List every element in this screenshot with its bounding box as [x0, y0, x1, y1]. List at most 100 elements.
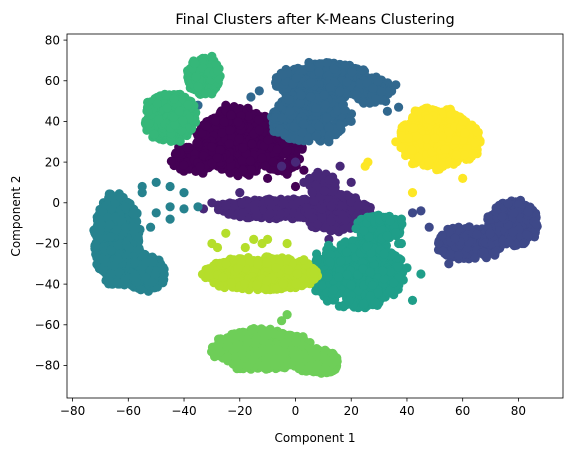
scatter-point	[382, 106, 392, 116]
scatter-point	[146, 222, 156, 232]
scatter-point	[140, 257, 150, 267]
scatter-point	[454, 250, 464, 261]
scatter-point	[289, 122, 299, 132]
scatter-point	[323, 272, 333, 282]
scatter-point	[254, 86, 264, 96]
scatter-point	[391, 228, 401, 238]
scatter-point	[314, 67, 324, 77]
scatter-point	[128, 209, 138, 219]
scatter-point	[282, 169, 292, 179]
scatter-point	[272, 144, 282, 154]
scatter-point	[336, 190, 346, 200]
scatter-point	[311, 131, 321, 142]
scatter-point	[215, 145, 225, 155]
scatter-point	[324, 175, 334, 185]
plot-points	[89, 51, 542, 378]
scatter-point	[147, 277, 157, 287]
scatter-point	[105, 220, 115, 230]
scatter-point	[94, 254, 104, 264]
scatter-point	[382, 231, 392, 241]
scatter-point	[346, 116, 356, 126]
scatter-point	[326, 201, 336, 211]
scatter-point	[265, 208, 275, 219]
scatter-point	[351, 223, 361, 234]
scatter-point	[353, 200, 363, 211]
scatter-point	[238, 208, 248, 218]
scatter-point	[320, 100, 330, 110]
scatter-point	[307, 187, 317, 197]
scatter-point	[260, 161, 270, 171]
scatter-point	[503, 198, 513, 208]
scatter-point	[217, 128, 227, 138]
scatter-point	[120, 202, 130, 212]
scatter-point	[377, 86, 387, 97]
scatter-point	[311, 103, 321, 113]
scatter-point	[272, 74, 282, 84]
scatter-point	[325, 82, 335, 92]
scatter-point	[371, 94, 381, 104]
scatter-point	[112, 277, 122, 287]
scatter-point	[407, 295, 418, 305]
scatter-point	[201, 121, 211, 131]
scatter-point	[367, 280, 378, 290]
scatter-point	[504, 237, 514, 248]
scatter-point	[246, 92, 256, 102]
scatter-point	[340, 215, 350, 225]
scatter-point	[207, 142, 217, 152]
scatter-point	[254, 125, 264, 135]
scatter-point	[346, 177, 356, 187]
scatter-point	[250, 205, 260, 215]
scatter-point	[137, 188, 147, 198]
scatter-point	[324, 240, 334, 250]
scatter-point	[246, 164, 256, 175]
scatter-point	[437, 230, 447, 240]
scatter-point	[319, 90, 329, 100]
cluster-series-1	[198, 157, 375, 244]
scatter-point	[394, 238, 404, 249]
scatter-point	[234, 134, 244, 144]
scatter-point	[158, 278, 168, 288]
scatter-point	[450, 233, 460, 243]
scatter-point	[344, 296, 354, 306]
scatter-point	[263, 135, 273, 145]
scatter-point	[282, 146, 292, 156]
scatter-point	[321, 223, 331, 233]
scatter-point	[352, 90, 362, 100]
scatter-point	[192, 138, 202, 148]
scatter-point	[328, 186, 338, 196]
scatter-point	[257, 153, 267, 163]
scatter-point	[312, 255, 322, 265]
scatter-point	[238, 143, 248, 153]
scatter-point	[379, 249, 389, 259]
scatter-point	[342, 270, 352, 280]
scatter-point	[165, 214, 175, 224]
scatter-point	[219, 117, 229, 127]
scatter-point	[328, 285, 339, 295]
scatter-point	[277, 113, 287, 123]
scatter-point	[324, 137, 334, 147]
cluster-series-0	[166, 100, 309, 192]
scatter-point	[416, 269, 426, 279]
scatter-point	[378, 266, 388, 276]
scatter-point	[235, 188, 245, 198]
scatter-point	[391, 80, 401, 90]
scatter-point	[285, 106, 295, 116]
scatter-point	[171, 148, 181, 158]
scatter-point	[338, 100, 348, 110]
scatter-point	[299, 119, 309, 129]
scatter-point	[128, 222, 138, 232]
scatter-point	[165, 181, 175, 192]
scatter-point	[416, 206, 426, 216]
scatter-point	[264, 196, 274, 206]
scatter-point	[368, 83, 378, 93]
scatter-point	[225, 160, 235, 171]
scatter-point	[247, 139, 257, 149]
scatter-point	[485, 228, 495, 239]
scatter-point	[221, 201, 231, 211]
scatter-point	[276, 209, 286, 219]
scatter-point	[396, 214, 406, 224]
scatter-point	[136, 285, 146, 295]
scatter-point	[342, 247, 352, 257]
scatter-point	[193, 202, 203, 212]
scatter-point	[508, 227, 518, 237]
